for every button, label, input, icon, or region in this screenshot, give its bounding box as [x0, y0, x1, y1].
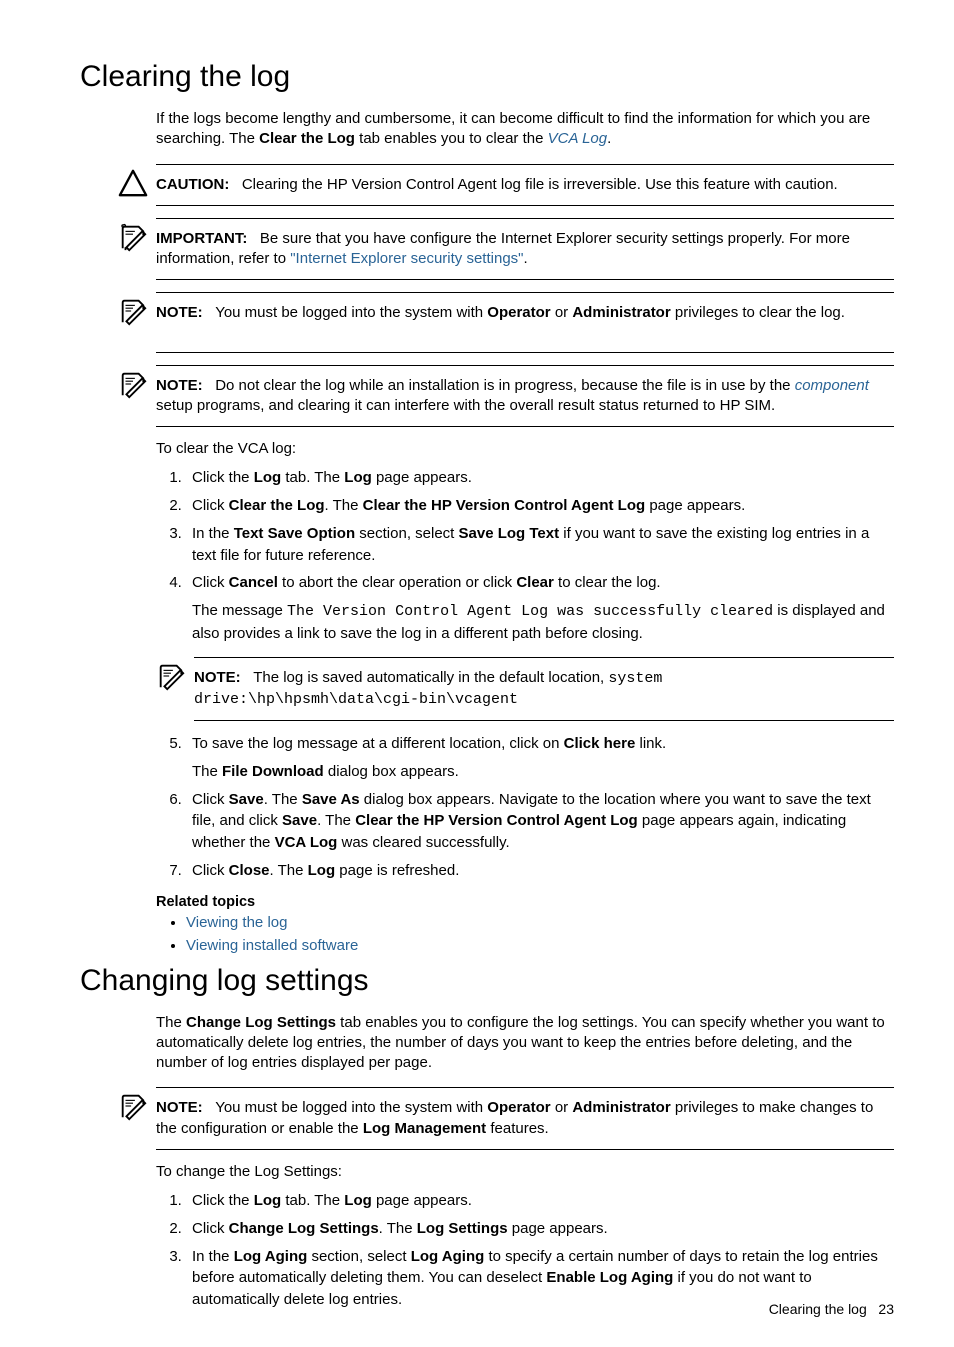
- steps-list-1: Click the Log tab. The Log page appears.…: [156, 467, 894, 644]
- link-ie-security[interactable]: "Internet Explorer security settings": [290, 250, 523, 267]
- note-icon: [156, 661, 190, 696]
- step-4: Click Cancel to abort the clear operatio…: [186, 572, 894, 644]
- step-2-2: Click Change Log Settings. The Log Setti…: [186, 1218, 894, 1240]
- section-title-clearing: Clearing the log: [80, 60, 894, 94]
- caution-icon: [118, 168, 152, 203]
- caution-text: Clearing the HP Version Control Agent lo…: [242, 176, 838, 193]
- step-7: Click Close. The Log page is refreshed.: [186, 860, 894, 882]
- section-title-changing: Changing log settings: [80, 964, 894, 998]
- lead-text-2: To change the Log Settings:: [156, 1162, 894, 1182]
- step-5: To save the log message at a different l…: [186, 733, 894, 783]
- important-icon: [118, 222, 152, 257]
- intro-paragraph-2: The Change Log Settings tab enables you …: [156, 1013, 894, 1074]
- step-6: Click Save. The Save As dialog box appea…: [186, 789, 894, 854]
- steps-list-1-continued: To save the log message at a different l…: [156, 733, 894, 882]
- steps-list-2: Click the Log tab. The Log page appears.…: [156, 1190, 894, 1311]
- page-footer: Clearing the log 23: [769, 1301, 894, 1317]
- note-label: NOTE:: [194, 669, 241, 686]
- page-container: Clearing the log If the logs become leng…: [0, 0, 954, 1347]
- note-icon: [118, 1091, 152, 1126]
- callout-note-save-location: NOTE: The log is saved automatically in …: [156, 657, 894, 722]
- callout-note-privileges: NOTE: You must be logged into the system…: [118, 292, 894, 352]
- link-component[interactable]: component: [795, 377, 869, 394]
- callout-important: IMPORTANT: Be sure that you have configu…: [118, 218, 894, 281]
- step-2-1: Click the Log tab. The Log page appears.: [186, 1190, 894, 1212]
- callout-caution: CAUTION: Clearing the HP Version Control…: [118, 164, 894, 206]
- callout-note-privileges-2: NOTE: You must be logged into the system…: [118, 1087, 894, 1150]
- related-topics-heading: Related topics: [156, 894, 894, 910]
- step-3: In the Text Save Option section, select …: [186, 523, 894, 567]
- callout-note-install: NOTE: Do not clear the log while an inst…: [118, 365, 894, 428]
- lead-text: To clear the VCA log:: [156, 439, 894, 459]
- note-label: NOTE:: [156, 304, 203, 321]
- note-label: NOTE:: [156, 377, 203, 394]
- intro-paragraph: If the logs become lengthy and cumbersom…: [156, 109, 894, 150]
- link-vca-log[interactable]: VCA Log: [548, 130, 607, 147]
- note-label: NOTE:: [156, 1099, 203, 1116]
- related-link-2[interactable]: Viewing installed software: [186, 937, 894, 954]
- note-icon: [118, 369, 152, 404]
- step-2: Click Clear the Log. The Clear the HP Ve…: [186, 495, 894, 517]
- note-icon: [118, 296, 152, 331]
- caution-label: CAUTION:: [156, 176, 229, 193]
- step-1: Click the Log tab. The Log page appears.: [186, 467, 894, 489]
- related-topics-list: Viewing the log Viewing installed softwa…: [156, 914, 894, 954]
- related-link-1[interactable]: Viewing the log: [186, 914, 894, 931]
- important-label: IMPORTANT:: [156, 230, 247, 247]
